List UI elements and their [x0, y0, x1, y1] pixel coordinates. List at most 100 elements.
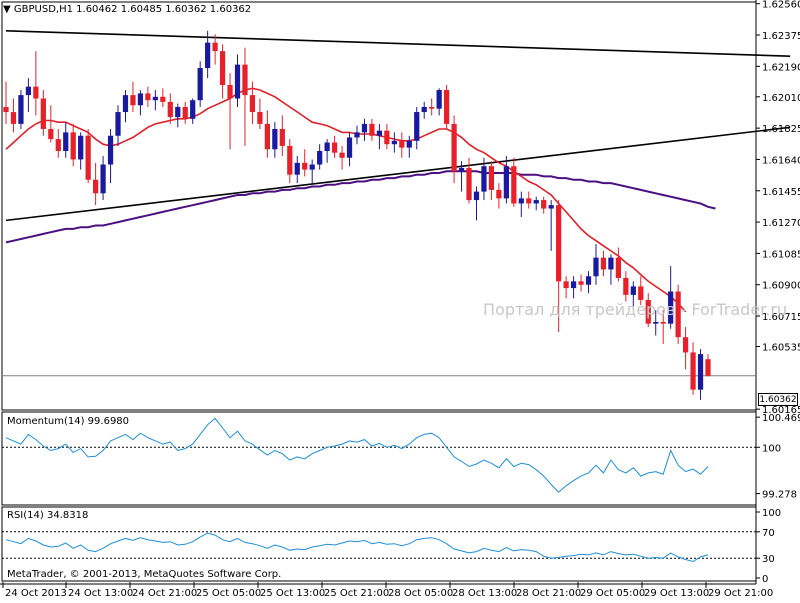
- candle-body: [182, 106, 188, 119]
- candle-body: [436, 90, 442, 109]
- candle-body: [466, 167, 472, 201]
- candle-body: [660, 321, 666, 324]
- candle-body: [137, 93, 144, 106]
- candle-body: [78, 135, 84, 160]
- candle-body: [600, 257, 607, 270]
- candle-body: [369, 123, 375, 136]
- candle-body: [18, 95, 24, 124]
- candle-body: [346, 137, 353, 158]
- candle-body: [414, 112, 420, 141]
- price-tick-label: 1.60900: [762, 281, 800, 292]
- price-tick-label: 1.61455: [762, 187, 800, 198]
- candle-body: [190, 100, 196, 119]
- time-tick-label: 24 Oct 2013: [5, 588, 67, 599]
- price-tick-label: 1.61270: [762, 218, 800, 229]
- candle-body: [33, 86, 39, 99]
- price-tick-label: 1.61640: [762, 155, 800, 166]
- collapse-triangle-icon[interactable]: ▼: [3, 4, 11, 15]
- candle-body: [25, 86, 32, 96]
- candle-body: [615, 257, 621, 278]
- candle-body: [279, 128, 285, 146]
- candle-body: [361, 123, 368, 133]
- candle-body: [130, 95, 136, 106]
- candle-body: [227, 84, 233, 99]
- time-tick-label: 29 Oct 21:00: [708, 588, 773, 599]
- candle-body: [630, 286, 636, 295]
- momentum-tick-label: 100: [762, 443, 781, 454]
- candle-body: [264, 123, 270, 150]
- candle-body: [317, 150, 323, 165]
- copyright-text: MetaTrader, © 2001-2013, MetaQuotes Soft…: [7, 569, 282, 580]
- candle-body: [399, 140, 405, 148]
- candle-body: [668, 291, 674, 324]
- candle-body: [70, 132, 76, 160]
- price-tick-label: 1.62560: [762, 0, 800, 11]
- momentum-line: [5, 417, 709, 493]
- momentum-tick-label: 99.278: [762, 490, 797, 501]
- price-tick-label: 1.62190: [762, 62, 800, 73]
- price-tick-label: 1.62375: [762, 31, 800, 42]
- candle-body: [309, 164, 315, 170]
- candle-body: [40, 98, 46, 129]
- trendline-2[interactable]: [5, 126, 791, 222]
- rsi-label: RSI(14) 34.8318: [7, 510, 89, 521]
- time-tick-label: 24 Oct 21:00: [132, 588, 197, 599]
- price-tick-label: 1.60165: [762, 405, 800, 416]
- candle-body: [354, 132, 360, 138]
- candle-body: [384, 130, 390, 145]
- candle-body: [526, 198, 532, 204]
- candle-body: [93, 179, 99, 194]
- candle-body: [197, 68, 203, 101]
- candle-body: [653, 321, 659, 324]
- time-tick-label: 28 Oct 21:00: [516, 588, 581, 599]
- candle-body: [122, 95, 129, 113]
- time-tick-label: 29 Oct 13:00: [644, 588, 709, 599]
- candle-body: [294, 162, 300, 175]
- watermark-text: Портал для трейдеров - ForTrader.ru: [483, 300, 788, 319]
- candle-body: [697, 354, 704, 390]
- ma-slow-line: [5, 170, 716, 244]
- time-tick-label: 25 Oct 13:00: [260, 588, 325, 599]
- candle-body: [376, 130, 383, 136]
- candle-body: [107, 135, 114, 165]
- rsi-tick-label: 70: [762, 528, 775, 539]
- time-tick-label: 29 Oct 05:00: [580, 588, 645, 599]
- candle-body: [100, 164, 106, 194]
- candle-body: [481, 166, 487, 192]
- price-tick-label: 1.60715: [762, 312, 800, 323]
- candle-body: [518, 198, 524, 204]
- time-tick-label: 24 Oct 13:00: [68, 588, 133, 599]
- candle-body: [406, 140, 412, 148]
- candle-body: [257, 112, 263, 124]
- ma-fast-line: [5, 87, 687, 313]
- candle-body: [682, 337, 689, 353]
- price-tick-label: 1.61085: [762, 249, 800, 260]
- candle-body: [705, 359, 711, 377]
- symbol-label: GBPUSD,H1: [13, 4, 73, 15]
- candle-body: [339, 152, 345, 158]
- candle-body: [324, 142, 330, 151]
- candle-body: [451, 123, 457, 172]
- candle-body: [473, 191, 480, 201]
- candle-body: [85, 135, 91, 180]
- candle-body: [331, 142, 338, 153]
- momentum-label: Momentum(14) 99.6980: [7, 416, 130, 427]
- candle-body: [503, 166, 509, 199]
- candle-body: [511, 166, 517, 204]
- time-tick-label: 25 Oct 05:00: [196, 588, 261, 599]
- time-tick-label: 25 Oct 21:00: [324, 588, 389, 599]
- candle-body: [421, 106, 427, 113]
- candle-body: [496, 189, 502, 199]
- candle-body: [48, 128, 54, 140]
- price-tick-label: 1.61825: [762, 124, 800, 135]
- candle-body: [556, 205, 562, 282]
- trendline-1[interactable]: [5, 29, 791, 57]
- candle-body: [175, 106, 181, 118]
- candle-body: [638, 286, 644, 300]
- candle-body: [249, 95, 256, 113]
- candle-body: [152, 96, 158, 101]
- high-value: 1.60485: [120, 4, 163, 15]
- candle-body: [593, 257, 599, 277]
- candle-body: [533, 200, 539, 204]
